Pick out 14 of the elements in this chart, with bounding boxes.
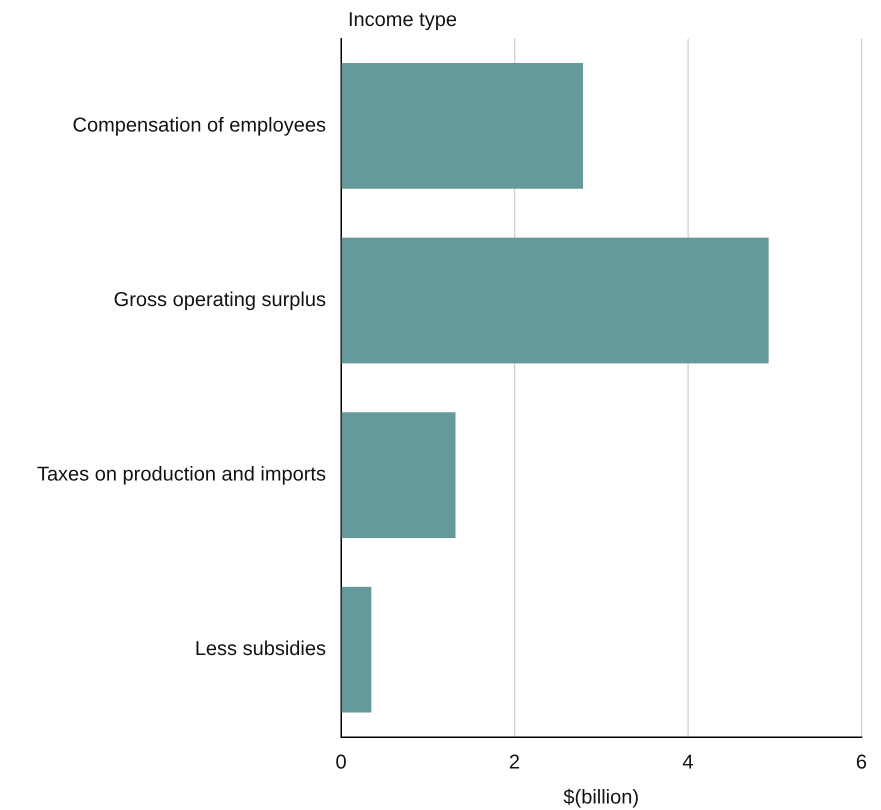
x-tick-label: 4 <box>682 752 694 774</box>
bar <box>342 63 584 189</box>
y-axis-title: Income type <box>348 9 457 32</box>
y-tick-label: Compensation of employees <box>72 114 326 136</box>
y-tick-label: Less subsidies <box>194 638 326 660</box>
y-tick-label: Gross operating surplus <box>114 289 326 312</box>
x-tick-label: 0 <box>335 752 347 774</box>
y-tick-label: Taxes on production and imports <box>36 464 326 486</box>
x-axis-title: $(billion) <box>563 786 640 809</box>
x-tick-label: 6 <box>856 752 867 774</box>
bar <box>342 412 456 538</box>
x-tick-label: 2 <box>508 752 520 774</box>
bar <box>342 586 372 713</box>
bar <box>342 238 769 364</box>
